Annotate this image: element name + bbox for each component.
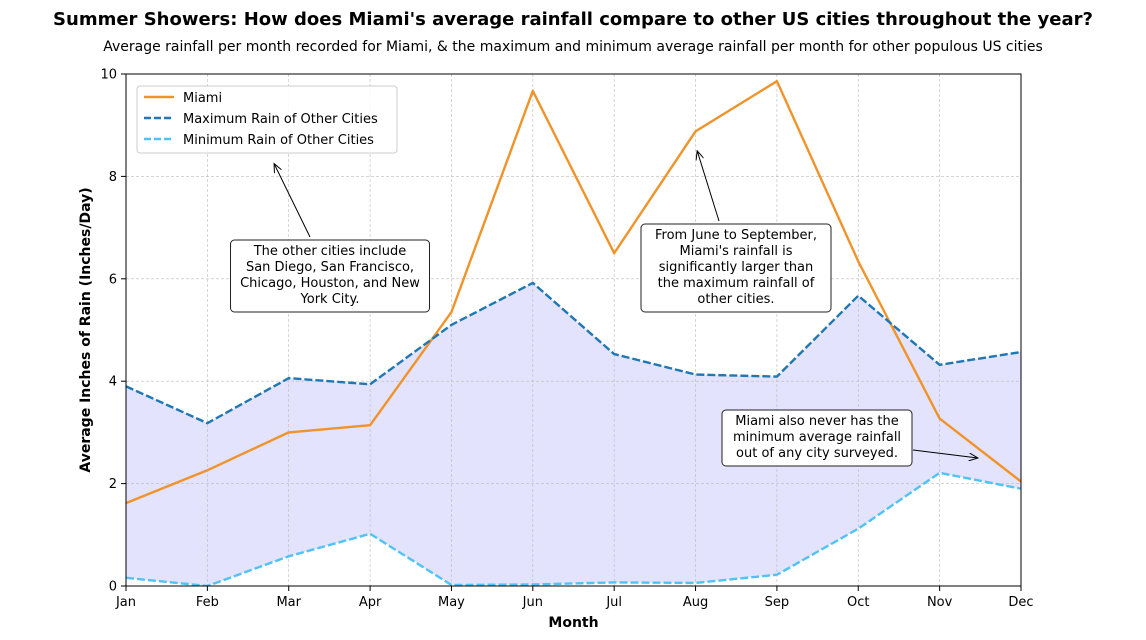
series-line-max	[126, 281, 1021, 425]
grid-layer	[126, 74, 1021, 586]
annotation-arrow	[912, 449, 978, 458]
legend-label-miami: Miami	[183, 91, 222, 106]
annotation-text: From June to September,	[655, 228, 817, 243]
axis-layer: Jan Feb Mar Apr May Jun Jul Aug Sep Oct Nov Dec 0 2 4 6…	[100, 68, 1033, 611]
annotation-text: out of any city surveyed.	[736, 446, 898, 461]
x-tick-label: Dec	[1008, 595, 1033, 610]
annotation-text: other cities.	[697, 292, 774, 307]
y-tick-label: 0	[109, 580, 117, 595]
chart-subtitle: Average rainfall per month recorded for …	[103, 39, 1043, 55]
legend-box	[136, 85, 398, 154]
annotation-arrow	[697, 151, 720, 222]
legend-label-min: Minimum Rain of Other Cities	[183, 133, 374, 148]
x-tick-label: Aug	[683, 595, 708, 610]
annotation-text: the maximum rainfall of	[658, 276, 815, 291]
annotation-text: significantly larger than	[659, 260, 814, 275]
y-tick-label: 2	[109, 477, 117, 492]
chart-title: Summer Showers: How does Miami's average…	[53, 9, 1093, 30]
y-tick-label: 4	[109, 375, 117, 390]
x-tick-label: Apr	[359, 595, 382, 610]
y-axis-label: Average Inches of Rain (Inches/Day)	[78, 187, 94, 472]
annotation-text: Miami also never has the	[735, 414, 899, 429]
x-tick-label: Nov	[927, 595, 953, 610]
annotation-text: minimum average rainfall	[733, 430, 901, 445]
annotation-box	[640, 223, 832, 313]
series-layer	[126, 79, 1021, 586]
x-tick-label: Mar	[276, 595, 301, 610]
series-line-min	[126, 471, 1021, 586]
legend-label-max: Maximum Rain of Other Cities	[183, 112, 378, 127]
legend: Miami Maximum Rain of Other Cities Minim…	[136, 85, 398, 154]
annotation-text: San Diego, San Francisco,	[246, 260, 414, 275]
annotation-box	[721, 409, 913, 467]
x-tick-label: Jul	[605, 595, 622, 610]
fill-area-layer	[126, 282, 1021, 586]
annotation-text: Miami's rainfall is	[680, 244, 793, 259]
x-axis-label: Month	[548, 615, 598, 631]
y-tick-label: 10	[100, 68, 117, 83]
x-tick-label: Jan	[115, 595, 136, 610]
annotation-arrow	[274, 164, 311, 238]
y-tick-label: 8	[109, 170, 117, 185]
annotation-text: The other cities include	[253, 244, 407, 259]
x-tick-label: May	[438, 595, 465, 610]
y-tick-label: 6	[109, 272, 117, 287]
plot-frame	[125, 73, 1022, 587]
x-tick-label: Oct	[847, 595, 869, 610]
annotation-text: Chicago, Houston, and New	[240, 276, 420, 291]
annotation-box	[230, 239, 430, 313]
range-fill-area	[126, 282, 1021, 586]
x-tick-label: Sep	[765, 595, 790, 610]
annotation-text: York City.	[300, 292, 360, 307]
x-tick-label: Jun	[522, 595, 543, 610]
series-line-miami	[126, 79, 1021, 505]
x-tick-label: Feb	[196, 595, 219, 610]
